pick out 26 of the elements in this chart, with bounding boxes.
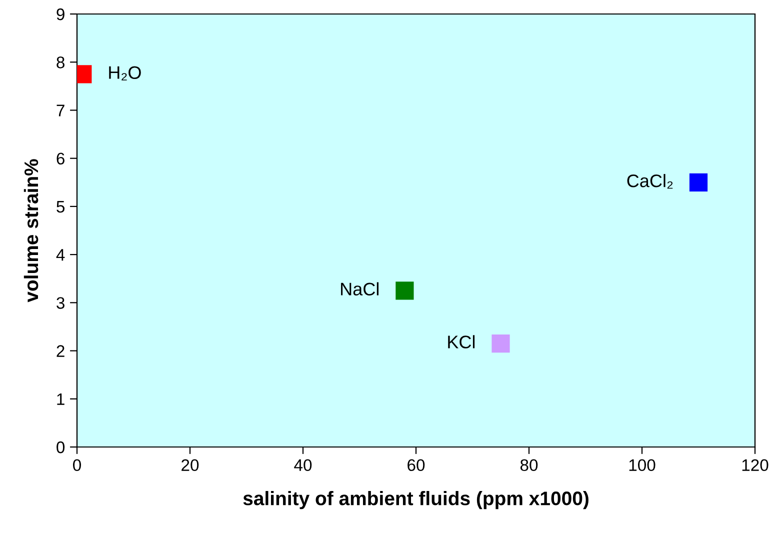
y-axis-title: volume strain% <box>24 159 38 302</box>
y-tick-label: 7 <box>56 104 64 116</box>
x-tick-label: 80 <box>520 459 538 472</box>
x-tick-label: 0 <box>73 459 81 472</box>
x-tick-label: 100 <box>629 459 656 472</box>
y-tick-label: 4 <box>56 249 65 261</box>
y-tick-label: 0 <box>56 441 65 454</box>
x-axis-title: salinity of ambient fluids (ppm x1000) <box>243 491 588 510</box>
point <box>396 282 414 300</box>
annotation: CaCl₂ <box>627 174 673 189</box>
y-tick-label: 8 <box>56 56 64 68</box>
annotation: NaCl <box>341 282 378 296</box>
y-tick-label: 2 <box>56 345 64 357</box>
y-tick-label: 1 <box>57 393 64 405</box>
y-tick-label: 3 <box>56 297 64 309</box>
annotation: KCl <box>448 335 475 348</box>
point <box>492 334 510 353</box>
x-tick-label: 40 <box>294 459 312 472</box>
y-tick-label: 6 <box>56 152 64 165</box>
point <box>689 173 708 192</box>
annotation: H₂O <box>109 66 141 80</box>
x-tick-label: 20 <box>182 459 199 472</box>
x-tick-label: 120 <box>742 459 768 472</box>
y-tick-label: 5 <box>56 201 64 213</box>
y-tick-label: 9 <box>56 8 64 20</box>
x-tick-label: 60 <box>408 459 425 472</box>
